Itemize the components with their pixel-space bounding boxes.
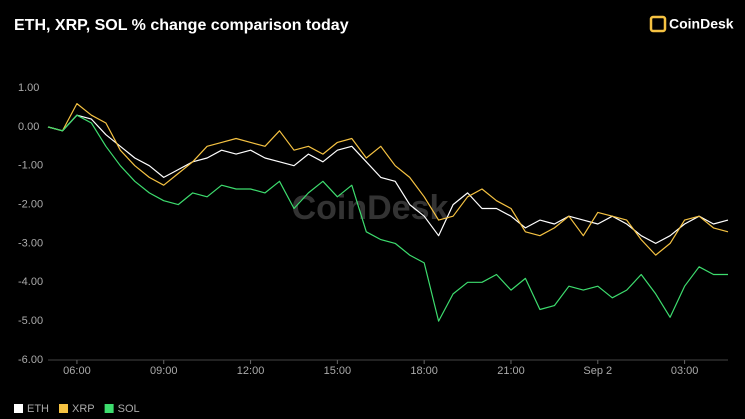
- y-tick-label: -4.00: [18, 276, 43, 288]
- chart-title: ETH, XRP, SOL % change comparison today: [14, 17, 349, 34]
- y-tick-label: -6.00: [18, 354, 43, 366]
- x-tick-label: 18:00: [410, 365, 438, 377]
- y-tick-label: 0.00: [18, 121, 39, 133]
- legend-swatch: [104, 404, 114, 413]
- y-tick-label: -1.00: [18, 160, 43, 172]
- x-tick-label: 03:00: [671, 365, 699, 377]
- series-line: [47, 114, 728, 322]
- x-tick-label: 21:00: [497, 365, 525, 377]
- legend-label: ETH: [27, 403, 49, 415]
- x-tick-label: 12:00: [237, 365, 265, 377]
- legend-swatch: [59, 404, 68, 413]
- legend-label: XRP: [72, 403, 95, 415]
- watermark: CoinDesk: [292, 189, 449, 227]
- series-line: [47, 114, 729, 244]
- brand: CoinDesk: [669, 16, 734, 32]
- y-tick-label: 1.00: [18, 82, 39, 94]
- y-tick-label: -2.00: [18, 198, 43, 210]
- y-tick-label: -5.00: [18, 315, 43, 327]
- x-tick-label: 06:00: [63, 365, 91, 377]
- legend-swatch: [14, 404, 23, 413]
- legend-label: SOL: [118, 403, 140, 415]
- brand-logo: [649, 15, 667, 33]
- x-tick-label: 15:00: [324, 365, 352, 377]
- y-tick-label: -3.00: [18, 237, 43, 249]
- x-tick-label: Sep 2: [583, 365, 612, 377]
- series-line: [47, 103, 729, 256]
- x-tick-label: 09:00: [150, 365, 178, 377]
